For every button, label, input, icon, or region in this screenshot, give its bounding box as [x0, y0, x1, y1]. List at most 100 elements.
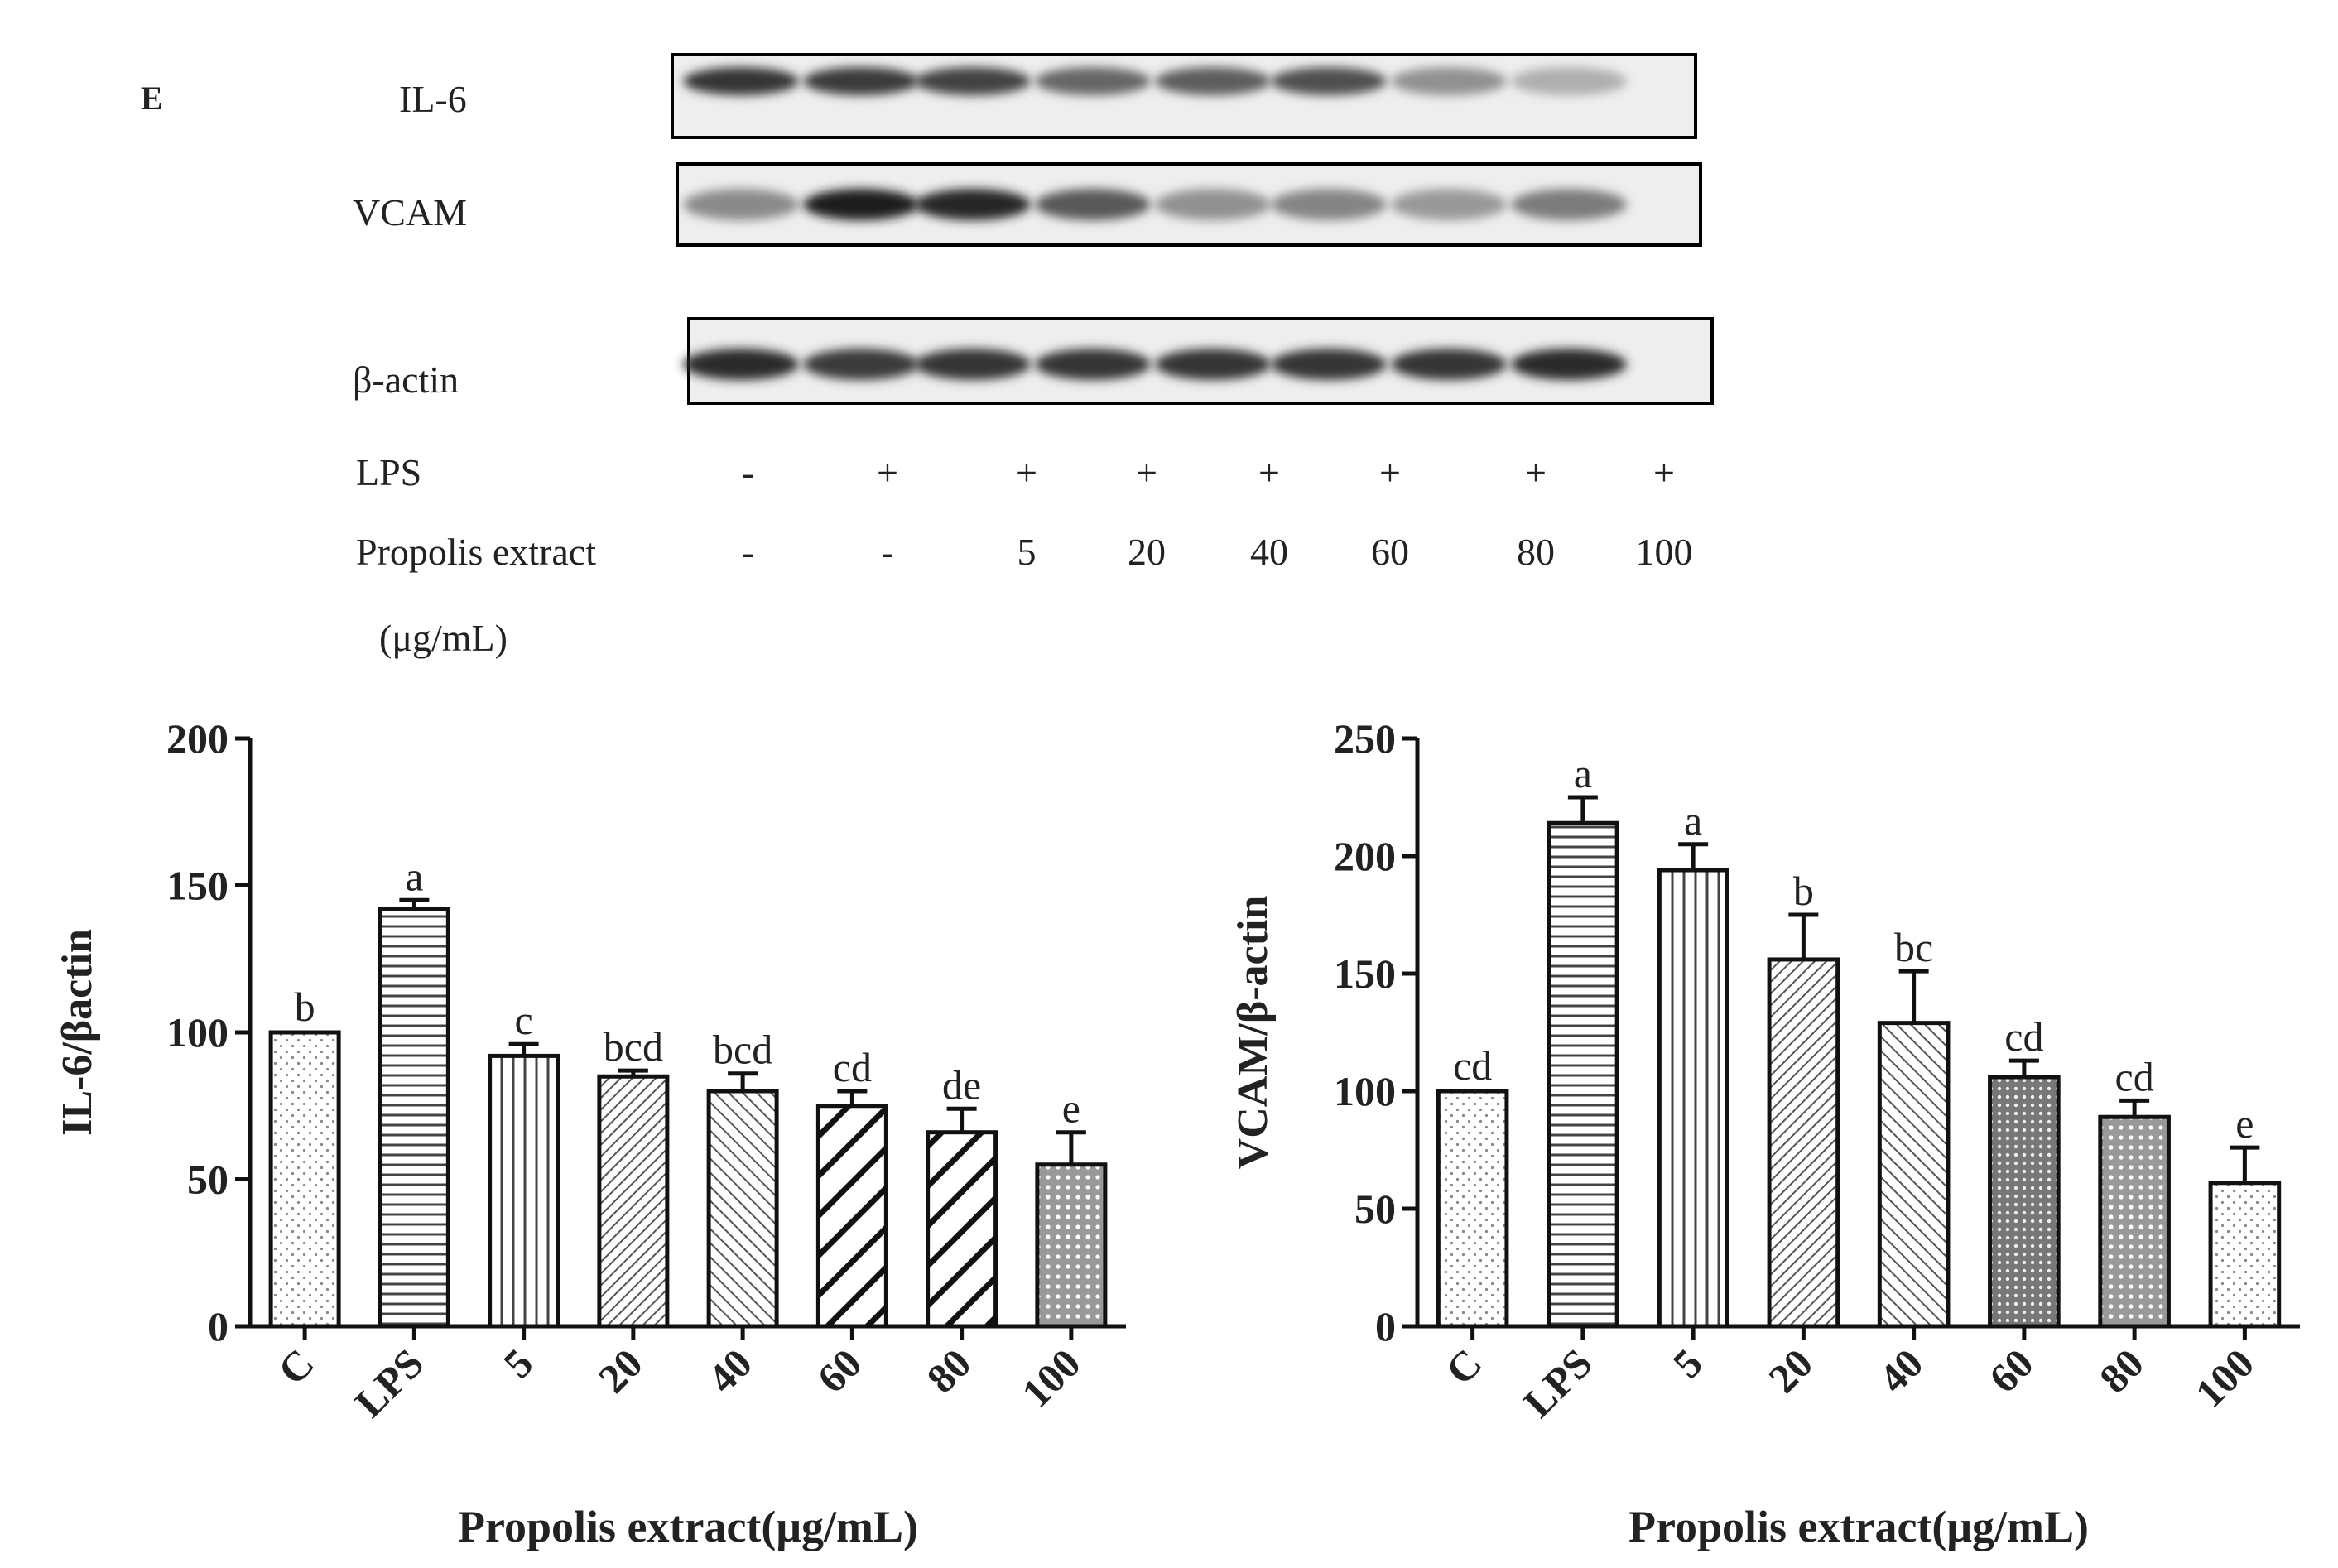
blot-row-label-vcam: VCAM	[353, 191, 467, 233]
x-tick-label: 100	[1013, 1340, 1090, 1416]
condition-values: - + + + + + + + - - 5 20 40 60 80 100	[741, 451, 1692, 573]
bar	[1547, 820, 1619, 1329]
blot-frame-il6	[671, 53, 1697, 139]
bar	[2208, 1181, 2282, 1329]
blot-band	[915, 189, 1031, 220]
y-tick-label: 100	[1334, 1068, 1396, 1114]
blot-band	[915, 349, 1031, 380]
significance-label: cd	[1453, 1042, 1492, 1089]
y-tick-label: 150	[1334, 950, 1396, 997]
condition-value: 40	[1250, 531, 1288, 573]
bar	[488, 1053, 560, 1329]
blot-band	[803, 349, 919, 380]
y-tick-label: 0	[208, 1303, 229, 1349]
blot-band	[683, 189, 799, 220]
x-tick-label: 40	[1869, 1340, 1931, 1402]
blot-band	[803, 189, 919, 220]
x-tick-label: 40	[699, 1340, 761, 1402]
blot-band	[683, 349, 799, 380]
condition-value: 5	[1017, 531, 1037, 573]
bar	[815, 1104, 888, 1329]
x-tick-label: 20	[589, 1340, 652, 1402]
x-tick-label: 60	[808, 1340, 870, 1402]
condition-label-propolis: Propolis extract	[356, 531, 596, 573]
condition-value: +	[1136, 451, 1157, 493]
blot-band	[1391, 189, 1507, 220]
y-tick-label: 50	[1354, 1186, 1396, 1232]
blot-band	[1155, 349, 1271, 380]
bar	[1436, 1089, 1509, 1329]
blot-band	[1511, 349, 1627, 380]
x-tick-label: 60	[1980, 1340, 2042, 1402]
x-tick-label: 5	[494, 1340, 541, 1387]
bar	[926, 1130, 998, 1329]
condition-value: -	[741, 451, 753, 493]
il6-bar-chart: 0 50 100 150 200 IL-6/βactin b Ca LPS c 5 bcd 20 bcd 4…	[54, 715, 1126, 1551]
blot-band	[1155, 67, 1271, 95]
significance-label: cd	[2115, 1053, 2154, 1099]
significance-label: b	[1793, 868, 1814, 914]
blot-row-label-actin: β-actin	[353, 358, 459, 401]
y-tick-label: 100	[166, 1009, 229, 1056]
significance-label: a	[1684, 797, 1702, 844]
condition-value: +	[1653, 451, 1675, 493]
x-axis-label: Propolis extract(μg/mL)	[1628, 1502, 2089, 1551]
y-axis-label: IL-6/βactin	[54, 929, 101, 1136]
x-axis-label: Propolis extract(μg/mL)	[458, 1502, 918, 1551]
y-tick-label: 250	[1334, 715, 1396, 762]
bar	[1767, 957, 1840, 1329]
y-tick-label: 200	[166, 715, 229, 762]
bar	[1035, 1162, 1108, 1329]
x-tick-label: 5	[1664, 1340, 1711, 1387]
vcam-bar-chart: 0 50 100 150 200 250 VCAM/β-actin cd Ca LPS a 5 b 20 b…	[1229, 715, 2300, 1551]
condition-value: -	[881, 531, 893, 573]
x-tick-label: 100	[2186, 1340, 2263, 1416]
condition-value: +	[1016, 451, 1037, 493]
panel-label: E	[141, 79, 163, 117]
x-tick-label: C	[269, 1340, 323, 1393]
blot-band	[803, 67, 919, 95]
x-tick-label: 80	[917, 1340, 979, 1402]
bar	[706, 1089, 779, 1329]
x-tick-label: 20	[1759, 1340, 1821, 1402]
condition-value: 60	[1371, 531, 1409, 573]
bar	[378, 907, 450, 1329]
significance-label: bcd	[604, 1023, 663, 1070]
blot-band	[1511, 189, 1627, 220]
y-tick-label: 150	[166, 863, 229, 909]
significance-label: cd	[2004, 1013, 2043, 1060]
blot-band	[915, 67, 1031, 95]
bar	[597, 1074, 670, 1329]
significance-label: de	[942, 1061, 981, 1108]
western-blot: IL-6 VCAM β-actin LPS Propolis extract (…	[353, 53, 1714, 659]
significance-label: c	[515, 997, 533, 1043]
blot-row-label-il6: IL-6	[399, 78, 467, 120]
blot-band	[1391, 67, 1507, 95]
blot-band	[1271, 67, 1387, 95]
blot-band	[683, 67, 799, 95]
blot-band	[1271, 189, 1387, 220]
significance-label: bcd	[713, 1027, 772, 1073]
blot-band	[1155, 189, 1271, 220]
condition-value: 80	[1517, 531, 1555, 573]
blot-band	[1271, 349, 1387, 380]
bar	[1988, 1075, 2061, 1329]
blot-band	[1035, 189, 1151, 220]
bar	[1657, 868, 1729, 1329]
x-tick-label: LPS	[346, 1340, 432, 1426]
condition-value: 100	[1636, 531, 1693, 573]
blot-band	[1035, 67, 1151, 95]
bar	[1877, 1021, 1951, 1329]
blot-bands	[683, 67, 1627, 380]
x-tick-label: LPS	[1514, 1340, 1600, 1426]
condition-value: -	[741, 531, 753, 573]
bar	[2098, 1114, 2171, 1329]
condition-value: 20	[1128, 531, 1166, 573]
blot-band	[1391, 349, 1507, 380]
blot-band	[1511, 67, 1627, 95]
significance-label: e	[1062, 1085, 1080, 1132]
x-tick-label: 80	[2090, 1340, 2153, 1402]
condition-value: +	[877, 451, 898, 493]
x-tick-label: C	[1436, 1340, 1490, 1393]
